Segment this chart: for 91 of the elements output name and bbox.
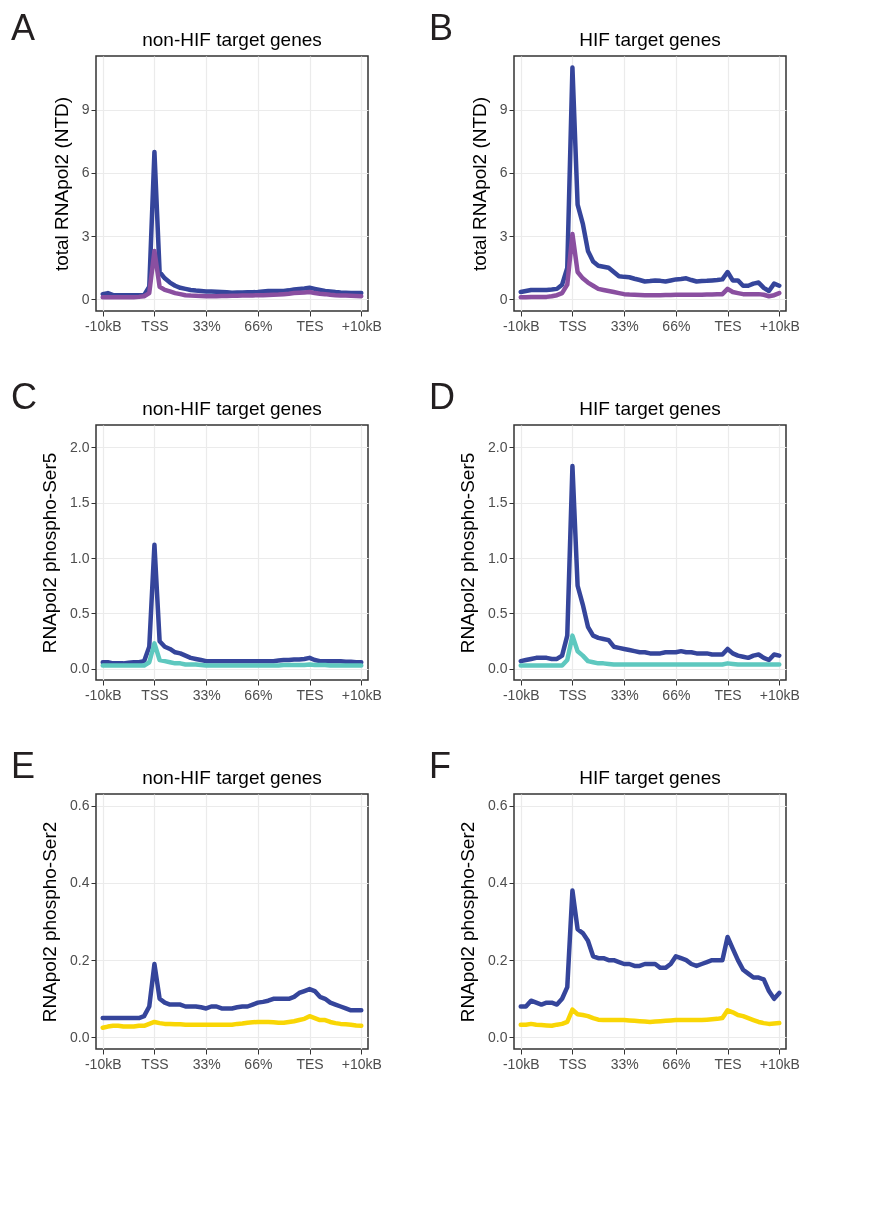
x-tick-label: 66%	[662, 317, 691, 334]
x-tick-label: +10kB	[341, 686, 382, 703]
y-tick-label: 0.0	[488, 1028, 508, 1045]
y-tick-label: 0.0	[70, 1028, 90, 1045]
chart-title: non-HIF target genes	[142, 29, 322, 50]
x-tick-label: +10kB	[759, 1055, 800, 1072]
x-tick-label: 66%	[662, 686, 691, 703]
chart-title: HIF target genes	[579, 29, 721, 50]
x-tick-label: 33%	[610, 686, 639, 703]
y-tick-label: 1.5	[70, 494, 90, 511]
y-tick-label: 0.2	[70, 951, 90, 968]
y-tick-label: 3	[499, 227, 508, 244]
x-tick-label: 66%	[244, 317, 273, 334]
y-axis-title: RNApol2 phospho-Ser5	[457, 452, 479, 654]
y-tick-label: 0.6	[488, 797, 508, 814]
x-tick-label: 66%	[244, 686, 273, 703]
x-tick-label: TES	[296, 686, 324, 703]
line-series	[100, 1013, 364, 1030]
y-axis-title: RNApol2 phospho-Ser5	[39, 452, 61, 654]
y-tick-label: 0.2	[488, 951, 508, 968]
y-tick-label: 3	[81, 227, 90, 244]
y-tick-label: 9	[499, 101, 508, 118]
text: E	[11, 745, 36, 786]
x-tick-label: 33%	[192, 686, 221, 703]
x-tick-label: -10kB	[502, 317, 540, 334]
x-tick-label: TES	[296, 317, 324, 334]
y-tick-label: 0.4	[70, 874, 90, 891]
x-tick-label: TES	[714, 317, 742, 334]
line-series	[100, 961, 364, 1021]
text: D	[429, 376, 455, 417]
y-tick-label: 2.0	[70, 438, 90, 455]
y-tick-label: 0.5	[488, 604, 508, 621]
line-series	[100, 641, 364, 668]
y-tick-label: 0	[81, 290, 90, 307]
chart-title: non-HIF target genes	[142, 398, 322, 419]
x-tick-label: TSS	[559, 1055, 587, 1072]
line-series	[518, 633, 782, 668]
x-tick-label: TES	[714, 1055, 742, 1072]
y-axis-title: total RNApol2 (NTD)	[50, 96, 72, 272]
x-tick-label: 33%	[610, 317, 639, 334]
y-tick-label: 0	[499, 290, 508, 307]
x-tick-label: +10kB	[341, 1055, 382, 1072]
x-tick-label: TSS	[141, 686, 169, 703]
y-tick-label: 1.0	[70, 549, 90, 566]
text: F	[429, 745, 451, 786]
line-series	[518, 1007, 782, 1029]
chart-title: non-HIF target genes	[142, 767, 322, 788]
y-axis-title: RNApol2 phospho-Ser2	[39, 821, 61, 1023]
x-tick-label: -10kB	[84, 1055, 122, 1072]
y-tick-label: 2.0	[488, 438, 508, 455]
x-tick-label: 66%	[244, 1055, 273, 1072]
x-tick-label: +10kB	[759, 317, 800, 334]
y-tick-label: 0.4	[488, 874, 508, 891]
y-tick-label: 0.0	[488, 660, 508, 677]
y-tick-label: 9	[81, 101, 90, 118]
line-series	[518, 231, 782, 300]
x-tick-label: +10kB	[341, 317, 382, 334]
y-tick-label: 6	[81, 164, 90, 181]
x-tick-label: -10kB	[84, 317, 122, 334]
line-series	[518, 65, 782, 295]
x-tick-label: -10kB	[84, 686, 122, 703]
x-tick-label: 33%	[610, 1055, 639, 1072]
x-tick-label: TES	[714, 686, 742, 703]
chart-title: HIF target genes	[579, 767, 721, 788]
line-series	[100, 248, 364, 300]
text: A	[11, 7, 36, 48]
x-tick-label: TSS	[559, 686, 587, 703]
y-axis-title: total RNApol2 (NTD)	[468, 96, 490, 272]
x-tick-label: 33%	[192, 1055, 221, 1072]
x-tick-label: +10kB	[759, 686, 800, 703]
text: B	[429, 7, 454, 48]
x-tick-label: TES	[296, 1055, 324, 1072]
y-tick-label: 0.5	[70, 604, 90, 621]
x-tick-label: TSS	[559, 317, 587, 334]
y-tick-label: 0.0	[70, 660, 90, 677]
y-axis-title: RNApol2 phospho-Ser2	[457, 821, 479, 1023]
line-series	[518, 463, 782, 664]
text: C	[11, 376, 37, 417]
chart-title: HIF target genes	[579, 398, 721, 419]
line-series	[100, 542, 364, 666]
y-tick-label: 1.0	[488, 549, 508, 566]
x-tick-label: -10kB	[502, 686, 540, 703]
x-tick-label: TSS	[141, 1055, 169, 1072]
line-series	[518, 888, 782, 1009]
x-tick-label: 33%	[192, 317, 221, 334]
x-tick-label: -10kB	[502, 1055, 540, 1072]
x-tick-label: 66%	[662, 1055, 691, 1072]
y-tick-label: 6	[499, 164, 508, 181]
x-tick-label: TSS	[141, 317, 169, 334]
y-tick-label: 0.6	[70, 797, 90, 814]
y-tick-label: 1.5	[488, 494, 508, 511]
